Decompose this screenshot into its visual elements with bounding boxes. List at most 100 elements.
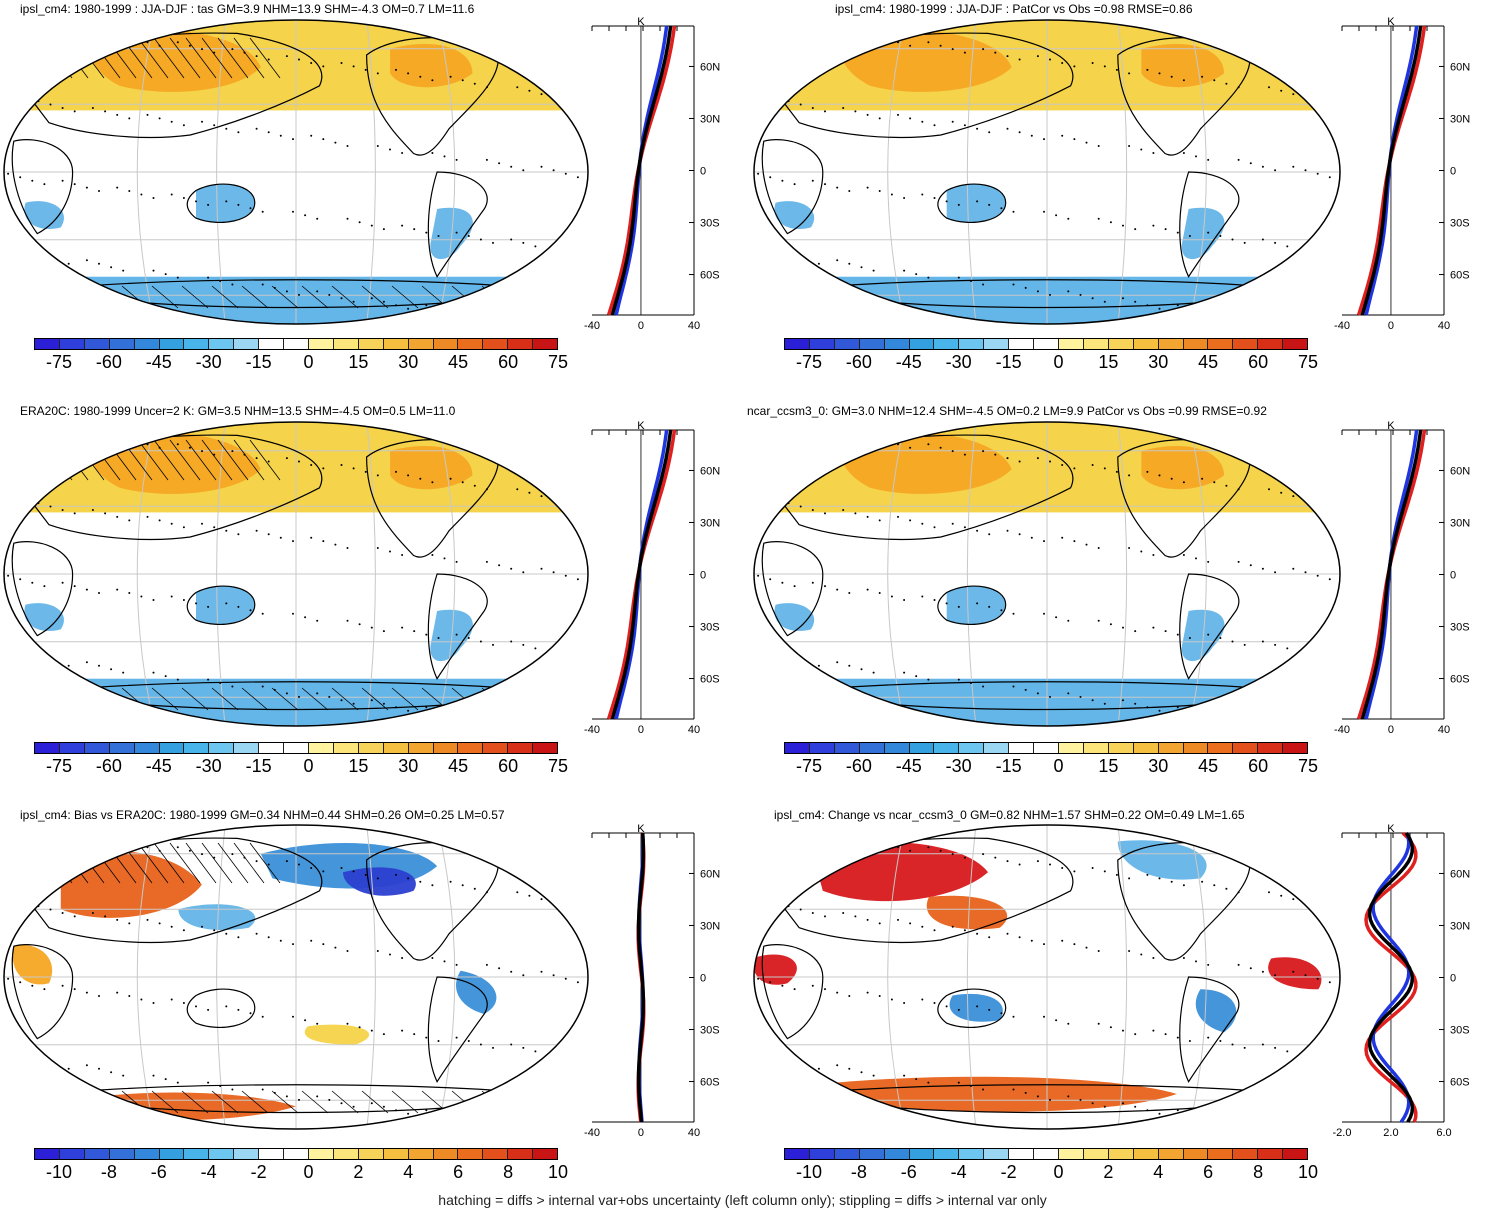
colorbar-swatch [134, 1149, 160, 1159]
profile-unit-label: K [637, 823, 645, 835]
colorbar-label: -6 [150, 1162, 167, 1182]
profile-x-tick-label: -2.0 [1333, 1127, 1352, 1139]
colorbar-swatch [508, 743, 534, 753]
colorbar-swatch [308, 339, 334, 349]
colorbar-label: 15 [348, 756, 369, 776]
colorbar-swatch [408, 1149, 434, 1159]
profile-curve-black [1367, 832, 1415, 1123]
colorbar-swatch [1083, 339, 1109, 349]
colorbar-label: -10 [45, 1162, 73, 1182]
world-map-robinson [3, 824, 589, 1130]
colorbar-swatch [884, 1149, 910, 1159]
colorbar-swatch [184, 743, 210, 753]
colorbar-swatch [1183, 339, 1209, 349]
colorbar-swatch [1158, 1149, 1184, 1159]
colorbar-label: -60 [95, 756, 122, 776]
colorbar-label: -45 [145, 756, 172, 776]
colorbar-swatch [358, 339, 384, 349]
colorbar-label: -2 [1000, 1162, 1017, 1182]
colorbar-swatch [1133, 339, 1159, 349]
colorbar-swatch [1208, 743, 1234, 753]
colorbar-swatch [1108, 1149, 1134, 1159]
colorbar-swatch [483, 743, 509, 753]
colorbar-label: 75 [547, 756, 569, 776]
world-map-robinson [3, 19, 589, 325]
profile-curve-red [606, 429, 677, 720]
colorbar-label: 30 [1148, 756, 1169, 776]
colorbar-label: 0 [303, 756, 314, 776]
profile-x-tick-label: -40 [584, 724, 600, 736]
profile-x-tick-label: 0 [638, 1127, 644, 1139]
profile-x-tick-label: 40 [1438, 320, 1450, 332]
latitude-tick-label: 30N [1450, 113, 1470, 125]
colorbar [784, 742, 1308, 754]
colorbar-label: 0 [303, 352, 314, 372]
colorbar-swatch [259, 743, 285, 753]
colorbar-label: 15 [1098, 756, 1119, 776]
profile-curve-blue [1371, 832, 1411, 1123]
colorbar-label: 0 [1053, 1162, 1064, 1182]
profile-curve-black [1360, 25, 1423, 316]
colorbar-swatch [383, 1149, 409, 1159]
colorbar-swatch [234, 1149, 260, 1159]
latitude-tick-label: 60N [1450, 465, 1470, 477]
colorbar-swatch [809, 339, 835, 349]
profile-unit-label: K [637, 420, 645, 432]
colorbar-label: -8 [850, 1162, 867, 1182]
profile-x-tick-label: 0 [1388, 320, 1394, 332]
latitude-tick-label: 0 [700, 570, 706, 582]
latitude-tick-label: 60S [1450, 270, 1470, 282]
colorbar-swatch [59, 339, 85, 349]
profile-unit-label: K [637, 16, 645, 28]
profile-x-tick-label: 40 [1438, 724, 1450, 736]
colorbar-swatch [533, 1149, 558, 1159]
colorbar-label: -45 [895, 756, 922, 776]
colorbar-swatch [959, 339, 985, 349]
profile-unit-label: K [1387, 16, 1395, 28]
colorbar-swatch [408, 743, 434, 753]
colorbar-swatch [834, 1149, 860, 1159]
colorbar [784, 338, 1308, 350]
colorbar-label: 60 [498, 352, 519, 372]
colorbar-label: -30 [195, 756, 222, 776]
colorbar-swatch [35, 339, 60, 349]
latitude-tick-label: 30N [700, 517, 720, 529]
colorbar-swatch [209, 743, 235, 753]
colorbar-label: -2 [250, 1162, 267, 1182]
latitude-tick-label: 30S [700, 1025, 720, 1037]
colorbar-swatch [1233, 339, 1259, 349]
colorbar-swatch [884, 743, 910, 753]
profile-x-tick-label: -40 [1334, 724, 1350, 736]
panel-title: ipsl_cm4: 1980-1999 : JJA-DJF : tas GM=3… [20, 2, 475, 16]
colorbar-swatch [785, 743, 810, 753]
colorbar-label: 10 [1297, 1162, 1319, 1182]
colorbar-swatch [184, 339, 210, 349]
colorbar-swatch [959, 1149, 985, 1159]
colorbar [34, 742, 558, 754]
profile-unit-label: K [1387, 823, 1395, 835]
colorbar-label: 2 [1103, 1162, 1114, 1182]
colorbar-swatch [259, 1149, 285, 1159]
colorbar-labels: -75 -60 -45 -30 -15 0 15 30 45 60 75 [34, 352, 568, 376]
colorbar-label: -30 [945, 756, 972, 776]
colorbar-swatch [934, 743, 960, 753]
profile-x-tick-label: 40 [688, 320, 700, 332]
colorbar-label: 45 [1198, 756, 1219, 776]
colorbar-swatch [1009, 1149, 1035, 1159]
colorbar-swatch [1083, 1149, 1109, 1159]
profile-x-tick-label: -40 [584, 320, 600, 332]
colorbar-swatch [1009, 339, 1035, 349]
colorbar-swatch [533, 743, 558, 753]
latitude-tick-label: 60N [700, 61, 720, 73]
colorbar-label: -45 [145, 352, 172, 372]
colorbar [784, 1148, 1308, 1160]
colorbar-swatch [358, 1149, 384, 1159]
colorbar-swatch [1208, 1149, 1234, 1159]
colorbar-label: -60 [95, 352, 122, 372]
world-map-robinson [753, 824, 1341, 1130]
latitude-tick-label: 60N [1450, 61, 1470, 73]
colorbar-swatch [1133, 743, 1159, 753]
colorbar-swatch [134, 339, 160, 349]
colorbar-label: 2 [353, 1162, 364, 1182]
colorbar-swatch [1183, 1149, 1209, 1159]
